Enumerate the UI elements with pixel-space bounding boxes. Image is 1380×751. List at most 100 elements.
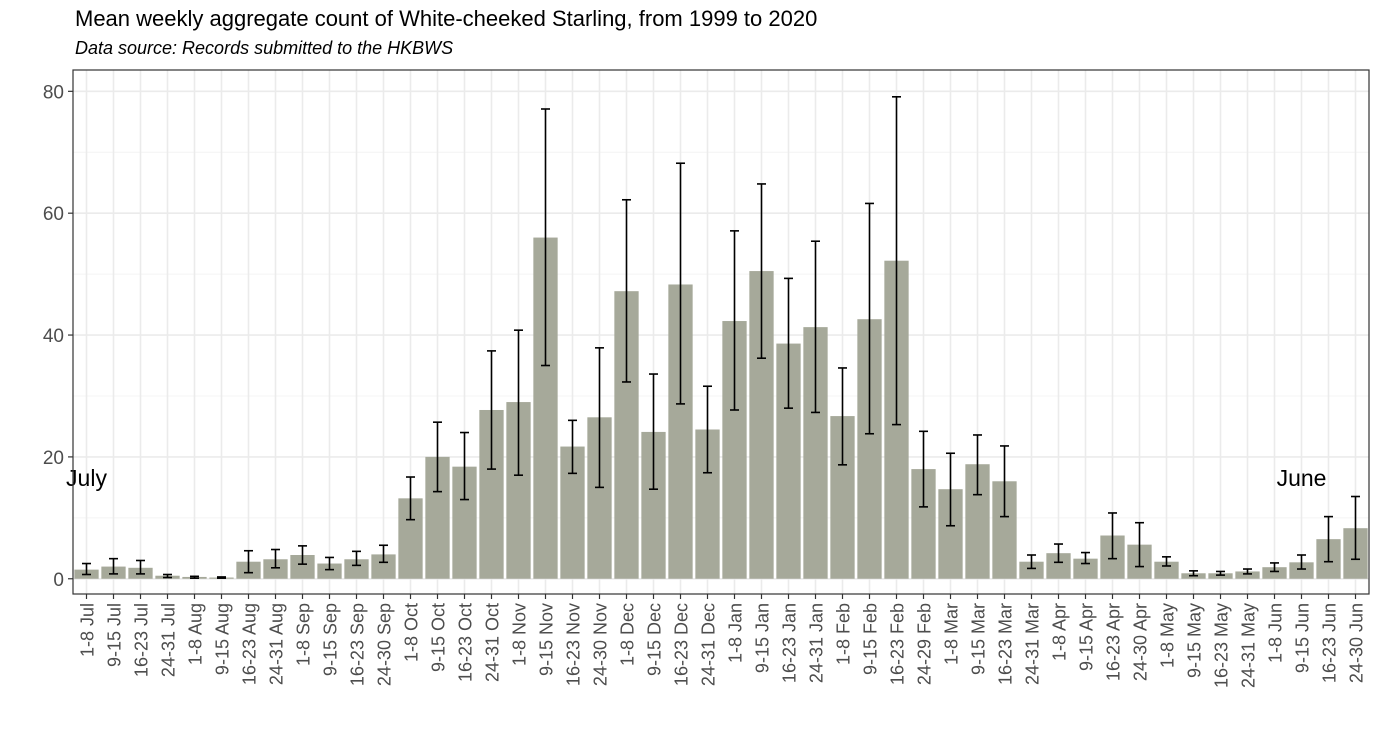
bar [1154,561,1179,579]
error-bar [379,544,388,564]
bar [290,555,315,579]
x-tick-label: 16-23 Sep [348,603,368,686]
x-tick-label: 24-31 Aug [267,603,287,685]
x-tick-label: 1-8 Sep [294,603,314,666]
y-tick-label: 40 [43,326,64,347]
bar [1208,573,1233,579]
error-bar [1270,562,1279,573]
error-bar [649,373,658,491]
x-tick-label: 16-23 Apr [1104,603,1124,681]
error-bar [1027,554,1036,570]
x-tick-label: 9-15 May [1185,603,1205,678]
x-tick-label: 1-8 Jan [726,603,746,663]
annotation-label: July [66,465,107,491]
bar [1073,558,1098,579]
error-bar [568,419,577,475]
x-tick-label: 1-8 Jun [1266,603,1286,663]
bar [1262,567,1287,579]
x-tick-label: 9-15 Jun [1293,603,1313,673]
error-bar [163,573,172,579]
x-tick-label: 24-31 May [1239,603,1259,688]
error-bar [352,550,361,567]
x-tick-label: 16-23 Feb [888,603,908,685]
error-bar [595,347,604,489]
chart-subtitle: Data source: Records submitted to the HK… [75,38,454,58]
error-bar [865,202,874,435]
x-tick-label: 9-15 Apr [1077,603,1097,671]
x-tick-label: 24-30 Jun [1347,603,1367,683]
error-bar [109,557,118,575]
x-tick-label: 1-8 Jul [78,603,98,657]
error-bar [514,329,523,476]
error-bar [838,367,847,466]
x-tick-label: 16-23 Dec [672,603,692,686]
plot-panel-border [72,69,1370,595]
x-tick-label: 24-30 Sep [375,603,395,686]
x-tick-label: 24-31 Mar [1023,603,1043,685]
error-bar [217,576,226,579]
error-bar [730,230,739,411]
x-tick-label: 1-8 Feb [834,603,854,665]
error-bar [244,549,253,574]
x-tick-label: 1-8 Apr [1050,603,1070,661]
error-bar [622,198,631,383]
x-tick-label: 24-30 Apr [1131,603,1151,681]
error-bar [190,575,199,579]
x-tick-label: 16-23 Nov [564,603,584,686]
error-bar [1216,570,1225,576]
x-tick-label: 9-15 Jan [753,603,773,673]
x-tick-label: 16-23 Jun [1320,603,1340,683]
x-tick-label: 24-31 Dec [699,603,719,686]
error-bar [1324,515,1333,563]
error-bar [433,421,442,493]
error-bar [136,559,145,575]
x-tick-label: 1-8 May [1158,603,1178,668]
x-tick-label: 16-23 Aug [240,603,260,685]
error-bar [1297,554,1306,570]
y-axis: 0 20 40 60 80 [43,82,73,591]
x-tick-label: 1-8 Dec [618,603,638,666]
y-tick-label: 60 [43,204,64,225]
y-tick-label: 0 [53,570,64,591]
bar [1019,561,1044,579]
error-bar [1000,445,1009,518]
minor-gridlines [73,151,1369,519]
error-bar [1108,512,1117,560]
error-bar [784,277,793,409]
error-bar [1081,551,1090,565]
annotation-label: June [1277,465,1327,491]
error-bar [406,476,415,521]
x-tick-label: 1-8 Nov [510,603,530,666]
bar [1235,571,1260,579]
x-tick-label: 9-15 Dec [645,603,665,676]
x-tick-label: 24-31 Jan [807,603,827,683]
bar [1289,562,1314,579]
y-tick-label: 20 [43,448,64,469]
error-bar [1189,570,1198,577]
x-tick-label: 16-23 Oct [456,603,476,682]
error-bar [82,562,91,576]
bar [263,559,288,579]
error-bar [1351,495,1360,561]
chart-title: Mean weekly aggregate count of White-che… [75,6,818,31]
x-tick-label: 1-8 Aug [186,603,206,665]
x-tick-label: 16-23 Jul [132,603,152,677]
x-tick-label: 9-15 Oct [429,603,449,672]
x-tick-label: 9-15 Jul [105,603,125,667]
x-tick-label: 24-31 Jul [159,603,179,677]
error-bar [460,431,469,501]
error-bar [298,545,307,565]
x-tick-label: 1-8 Oct [402,603,422,662]
x-tick-label: 24-31 Oct [483,603,503,682]
error-bar [1162,556,1171,567]
bar [317,563,342,579]
x-tick-label: 16-23 Mar [996,603,1016,685]
y-tick-label: 80 [43,82,64,103]
x-tick-label: 9-15 Mar [969,603,989,675]
error-bar [325,556,334,571]
error-bar [973,434,982,496]
x-tick-label: 16-23 May [1212,603,1232,688]
error-bar [271,548,280,569]
error-bar [919,430,928,508]
